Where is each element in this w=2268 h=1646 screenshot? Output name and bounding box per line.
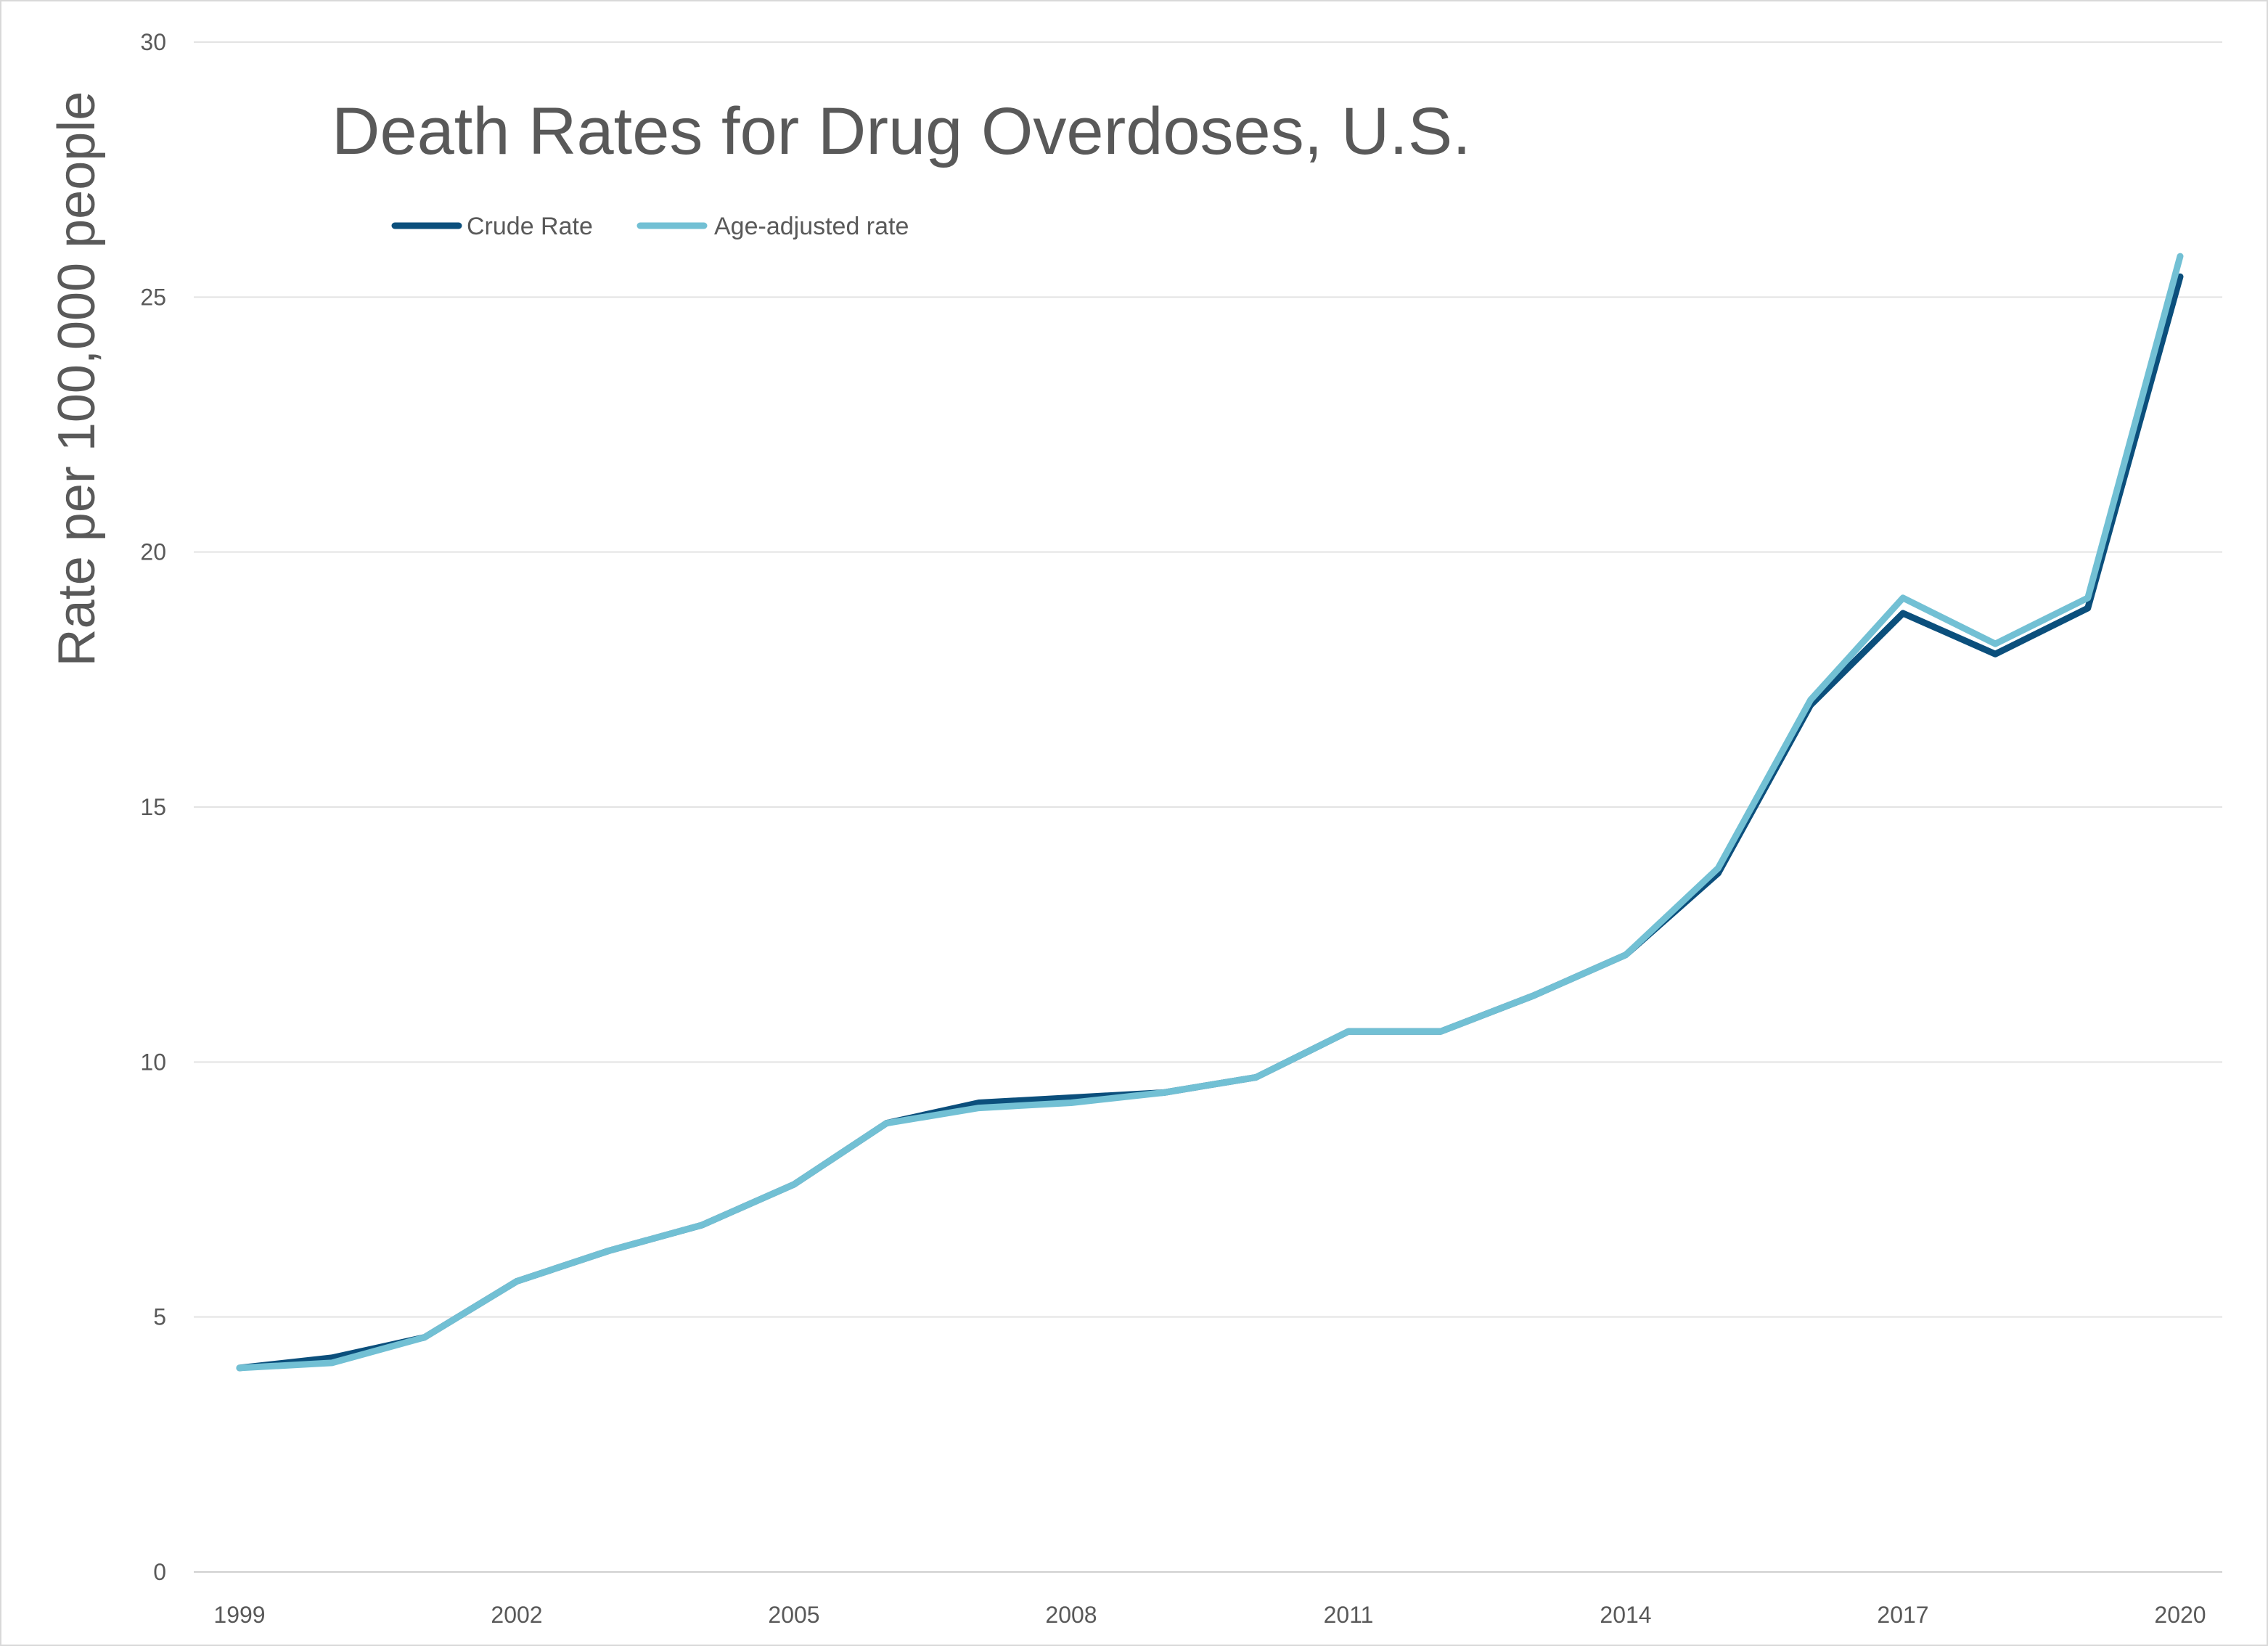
data-point: [2086, 596, 2090, 600]
y-tick-label: 30: [140, 29, 166, 55]
x-tick-label: 2014: [1600, 1602, 1651, 1628]
y-axis-title: Rate per 100,000 people: [48, 91, 106, 667]
x-tick-label: 2005: [768, 1602, 819, 1628]
y-tick-label: 10: [140, 1049, 166, 1075]
data-point: [515, 1279, 519, 1284]
data-point: [792, 1182, 796, 1187]
x-tick-label: 2011: [1324, 1602, 1374, 1628]
data-point: [977, 1101, 981, 1105]
data-point: [607, 1248, 611, 1253]
gridlines: [194, 41, 2222, 1318]
y-tick-label: 5: [153, 1304, 166, 1330]
legend-item-crude-rate: Crude Rate: [391, 213, 593, 240]
x-tick-label: 2017: [1877, 1602, 1928, 1628]
data-point: [1346, 1029, 1351, 1033]
data-point: [2178, 274, 2182, 279]
data-point: [1161, 1091, 1166, 1095]
data-point: [1809, 697, 1813, 702]
y-tick-label: 0: [153, 1559, 166, 1585]
x-tick-label: 2002: [491, 1602, 542, 1628]
data-point: [1531, 994, 1536, 998]
data-point: [1438, 1029, 1443, 1033]
data-point: [422, 1335, 427, 1340]
axes: 0 5 10 15 20 25 30 1999 2002 2005 2008 2011 2014 2017…: [140, 29, 2222, 1628]
series-line-crude-rate: [236, 273, 2184, 1372]
legend-label: Age-adjusted rate: [714, 213, 909, 240]
data-point: [1901, 611, 1905, 615]
data-point: [1069, 1096, 1073, 1100]
data-point: [1254, 1075, 1258, 1079]
series-line-age-adjusted-rate: [236, 253, 2184, 1372]
legend: Crude Rate Age-adjusted rate: [391, 213, 909, 240]
data-point: [237, 1366, 242, 1370]
data-point: [700, 1223, 704, 1227]
y-tick-label: 25: [140, 284, 166, 310]
x-tick-label: 2020: [2154, 1602, 2206, 1628]
data-point: [1993, 652, 1997, 656]
y-tick-label: 20: [140, 539, 166, 565]
x-tick-label: 2008: [1045, 1602, 1097, 1628]
data-point: [1624, 953, 1628, 957]
legend-label: Crude Rate: [467, 213, 593, 240]
data-point: [2086, 606, 2090, 610]
data-point: [1716, 866, 1720, 870]
legend-item-age-adjusted-rate: Age-adjusted rate: [636, 213, 909, 240]
data-point: [329, 1361, 334, 1365]
chart-title: Death Rates for Drug Overdoses, U.S.: [332, 94, 1471, 168]
data-point: [977, 1106, 981, 1110]
data-point: [884, 1121, 888, 1126]
x-tick-label: 1999: [213, 1602, 265, 1628]
y-tick-label: 15: [140, 794, 166, 820]
data-point: [1901, 596, 1905, 600]
series-lines: [236, 253, 2184, 1372]
data-point: [1993, 642, 1997, 646]
data-point: [1069, 1101, 1073, 1105]
data-point: [2178, 254, 2182, 258]
